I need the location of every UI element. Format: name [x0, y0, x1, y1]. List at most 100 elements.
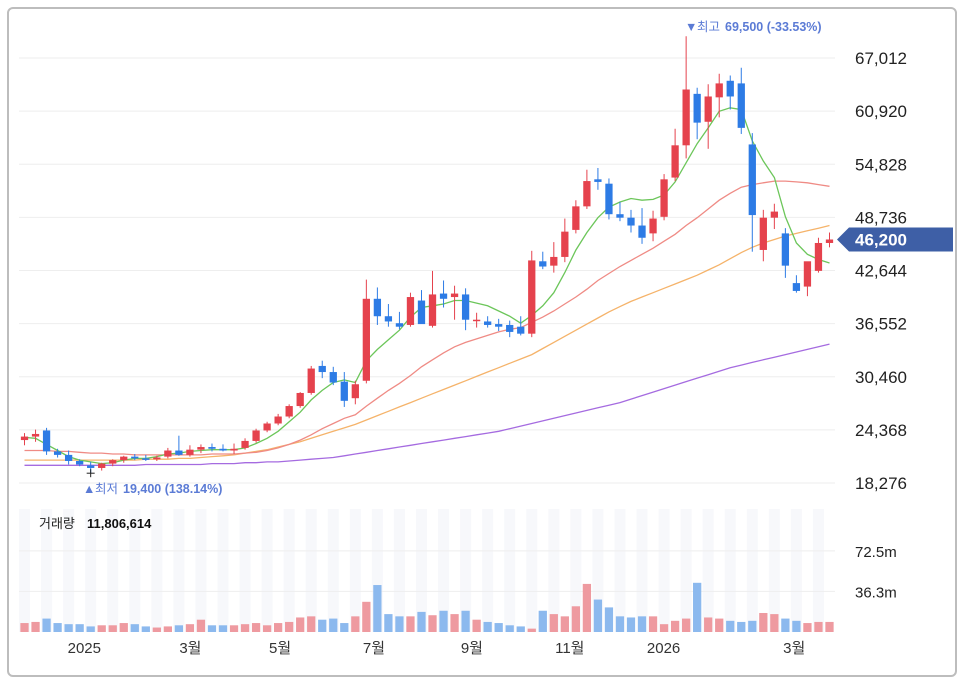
volume-bar: [814, 621, 823, 632]
date-tick-label: 2025: [68, 640, 101, 657]
candle-body: [450, 293, 459, 298]
volume-bar: [207, 625, 217, 632]
volume-bar: [450, 614, 459, 632]
candle: [230, 443, 238, 455]
candle: [528, 250, 536, 338]
volume-bar: [395, 616, 404, 632]
candle: [759, 209, 767, 262]
volume-bar: [670, 620, 680, 632]
volume-bar: [329, 618, 338, 632]
volume-bar: [560, 616, 569, 632]
candle-body: [495, 324, 503, 327]
candle-body: [759, 217, 767, 250]
candle-body: [241, 440, 249, 448]
candle-body: [76, 460, 84, 465]
ma20-line: [24, 180, 830, 456]
candle-body: [373, 298, 382, 317]
candle: [208, 443, 216, 452]
volume-stripe: [790, 509, 802, 632]
volume-bar: [53, 623, 62, 632]
candle: [42, 427, 51, 455]
candle-body: [252, 430, 260, 441]
price-tick-label: 67,012: [855, 49, 907, 68]
volume-bar: [251, 623, 261, 632]
candle-body: [318, 365, 326, 373]
volume-bar: [527, 628, 536, 632]
date-tick-label: 2026: [647, 640, 680, 657]
price-tick-label: 24,368: [855, 421, 907, 440]
date-axis-labels: 2025 3월 5월 7월 9월 11월 2026 3월: [68, 640, 806, 657]
volume-bar: [218, 625, 228, 632]
candle: [98, 462, 106, 471]
volume-bar: [615, 616, 625, 632]
candle: [329, 366, 337, 386]
volume-stripe: [85, 509, 97, 632]
candle: [362, 279, 370, 384]
volume-bar: [307, 616, 316, 632]
candle: [594, 167, 602, 190]
candle: [770, 203, 778, 230]
candle: [649, 210, 657, 242]
candle: [175, 435, 183, 456]
volume-bar: [31, 621, 40, 632]
volume-bar: [240, 624, 250, 632]
candle-body: [461, 294, 470, 320]
candle-body: [87, 465, 95, 468]
candle: [539, 251, 547, 270]
candle: [241, 438, 249, 450]
candle-body: [472, 319, 481, 322]
candle-body: [406, 297, 415, 325]
volume-stripe: [812, 509, 824, 632]
candle: [417, 290, 426, 325]
volume-bar: [285, 621, 294, 632]
volume-bar: [781, 618, 790, 632]
volume-title: 거래량: [39, 516, 75, 531]
date-tick-label: 9월: [461, 640, 483, 657]
volume-bar: [163, 626, 172, 632]
candle-body: [219, 448, 227, 451]
volume-stripe: [438, 509, 450, 632]
volume-bar: [494, 623, 503, 632]
candle: [76, 459, 84, 467]
volume-bar: [659, 624, 669, 632]
volume-bar: [20, 623, 29, 632]
grid-lines: [19, 57, 835, 484]
volume-bar: [825, 621, 834, 632]
candle: [252, 428, 260, 443]
candle-body: [186, 449, 194, 455]
candle-body: [517, 326, 525, 334]
candle-body: [274, 416, 282, 424]
candle: [186, 445, 194, 457]
candle: [263, 421, 271, 433]
volume-bar: [737, 621, 746, 632]
candle-body: [329, 372, 337, 383]
candle-body: [550, 256, 558, 266]
volume-bar: [505, 625, 514, 632]
volume-stripe: [349, 509, 361, 632]
candle: [461, 288, 470, 331]
volume-bar: [549, 614, 558, 632]
current-price-label: 46,200: [855, 230, 907, 249]
volume-axis-labels: 72.5m 36.3m: [855, 544, 897, 601]
volume-stripe: [548, 509, 560, 632]
current-price-tag-shape: [837, 227, 953, 252]
low-label: 최저: [95, 482, 118, 496]
candle-body: [770, 211, 778, 218]
volume-tick-label: 36.3m: [855, 584, 897, 601]
volume-bar: [715, 618, 724, 632]
volume-stripe: [195, 509, 207, 632]
candle: [384, 304, 393, 327]
volume-stripe: [746, 509, 758, 632]
candle-body: [153, 457, 161, 460]
volume-bar: [351, 616, 360, 632]
candle-body: [484, 321, 492, 325]
volume-bar: [792, 620, 801, 632]
volume-stripe: [614, 509, 626, 632]
candle-body: [296, 392, 304, 407]
volume-bar: [637, 616, 647, 632]
candle: [638, 208, 646, 244]
moving-average-lines: [24, 107, 830, 466]
volume-stripe: [482, 509, 494, 632]
candle-body: [439, 293, 448, 299]
price-axis-labels: 67,012 60,920 54,828 48,736 42,644 36,552 30,4…: [855, 49, 907, 493]
